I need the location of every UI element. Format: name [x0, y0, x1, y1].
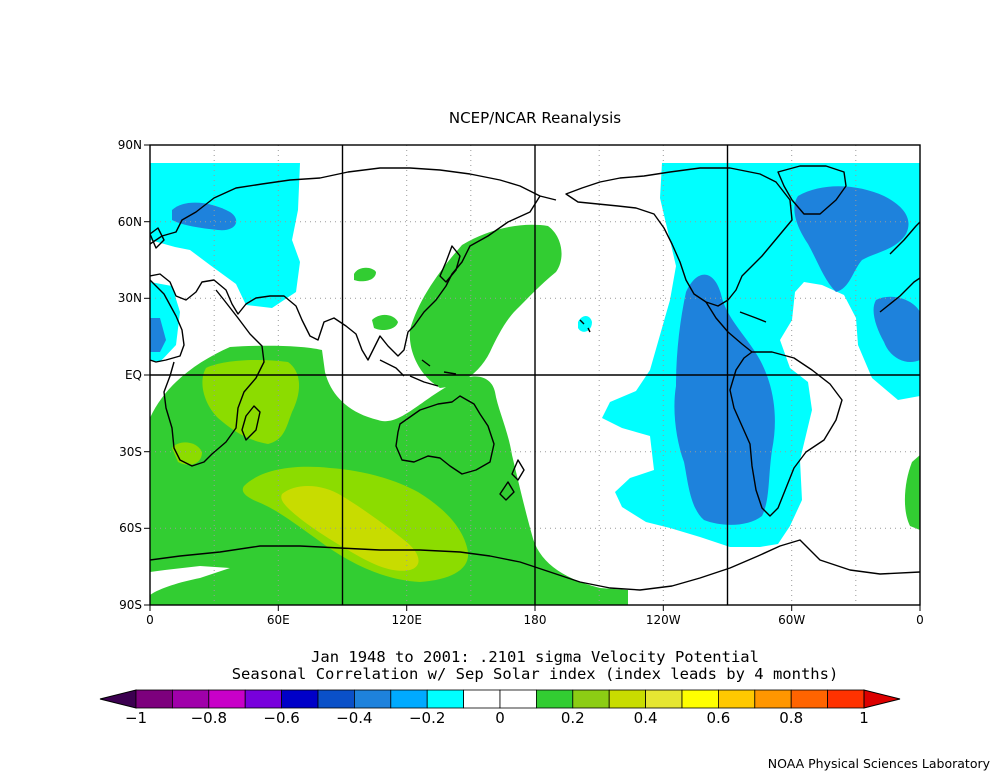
lime-region-africa [202, 360, 300, 444]
colorbar-tick-label: 0.4 [634, 709, 658, 727]
coastline-new-zealand [499, 459, 525, 501]
colorbar-swatch [135, 689, 173, 709]
coastline-japan [439, 245, 461, 283]
colorbar-tick-label: 0.2 [561, 709, 585, 727]
blue-region-south-america [674, 274, 775, 525]
colorbar-swatch [390, 689, 428, 709]
colorbar-tick-label: 0.8 [779, 709, 803, 727]
colorbar-swatch [827, 689, 865, 709]
credit-text: NOAA Physical Sciences Laboratory [768, 756, 991, 771]
map-panel [150, 145, 920, 605]
coastline-uk [150, 227, 165, 249]
colorbar-max-arrow [863, 689, 901, 709]
green-region-west-pacific [409, 224, 562, 388]
coastline-africa [150, 279, 265, 467]
colorbar-tick-label: 0.6 [706, 709, 730, 727]
coastline-se-asia-islands [379, 359, 457, 387]
coastline-europe-west [879, 221, 920, 313]
lat-label-60s: 60S [119, 521, 142, 535]
coastline-antarctica [150, 539, 920, 591]
lon-label-60w: 60W [778, 613, 805, 627]
green-region-southeast-asia-spot [372, 314, 398, 330]
colorbar-tick-label: 1 [859, 709, 869, 727]
colorbar-swatch [317, 689, 355, 709]
colorbar-swatch [499, 689, 537, 709]
lon-label-180: 180 [524, 613, 547, 627]
colorbar-tick-label: −1 [125, 709, 147, 727]
latitude-labels: 90N 60N 30N EQ 30S 60S 90S [118, 138, 142, 612]
colorbar-swatch [208, 689, 246, 709]
colorbar [99, 689, 901, 709]
colorbar-tick-label: 0 [495, 709, 505, 727]
lat-label-90s: 90S [119, 598, 142, 612]
axis-ticks [144, 144, 921, 611]
lat-label-eq: EQ [125, 368, 142, 382]
lon-label-60e: 60E [267, 613, 290, 627]
colorbar-swatch [244, 689, 282, 709]
colorbar-swatch [681, 689, 719, 709]
coastline-north-america [565, 167, 793, 307]
colorbar-swatch [353, 689, 392, 709]
major-grid [150, 145, 920, 605]
colorbar-labels: −1 −0.8 −0.6 −0.4 −0.2 0 0.2 0.4 0.6 0.8 1 [125, 709, 869, 727]
blue-region-east-atlantic [873, 296, 920, 362]
caption-line-2: Seasonal Correlation w/ Sep Solar index … [232, 665, 839, 683]
colorbar-swatch [572, 689, 610, 709]
colorbar-swatch [754, 689, 792, 709]
colorbar-swatch [281, 689, 319, 709]
colorbar-swatch [426, 689, 465, 709]
colorbar-swatch [608, 689, 647, 709]
lon-label-0: 0 [146, 613, 154, 627]
map-title: NCEP/NCAR Reanalysis [449, 109, 621, 127]
lon-label-0-east: 0 [916, 613, 924, 627]
colorbar-swatch [645, 689, 683, 709]
colorbar-tick-label: −0.2 [409, 709, 445, 727]
coastline-australia [395, 395, 495, 475]
lon-label-120w: 120W [646, 613, 681, 627]
lat-label-60n: 60N [118, 215, 142, 229]
caption-line-1: Jan 1948 to 2001: .2101 sigma Velocity P… [311, 648, 759, 666]
cyan-region-arctic-atlantic [150, 163, 300, 308]
blue-region-north-atlantic [794, 186, 909, 292]
lat-label-90n: 90N [118, 138, 142, 152]
colorbar-tick-label: −0.6 [263, 709, 299, 727]
blue-region-west-africa [150, 318, 166, 352]
colorbar-min-arrow [99, 689, 137, 709]
blue-region-scandinavia [172, 202, 237, 231]
green-region-china-spot [354, 267, 376, 282]
colorbar-swatch [463, 689, 501, 709]
colorbar-swatch [718, 689, 756, 709]
colorbar-swatch [536, 689, 574, 709]
coastline-madagascar [241, 405, 261, 441]
green-region-southeast-atlantic-edge [904, 455, 920, 530]
lat-label-30n: 30N [118, 291, 142, 305]
colorbar-tick-label: −0.8 [191, 709, 227, 727]
colorbar-tick-label: −0.4 [336, 709, 372, 727]
strong-negative-regions [150, 186, 920, 525]
colorbar-swatch [790, 689, 829, 709]
lon-label-120e: 120E [391, 613, 422, 627]
coastline-hawaii [579, 319, 591, 333]
coastline-eurasia [150, 167, 557, 361]
colorbar-swatch [171, 689, 210, 709]
coastlines [150, 165, 920, 591]
lat-label-30s: 30S [119, 445, 142, 459]
longitude-labels: 0 60E 120E 180 120W 60W 0 [146, 613, 924, 627]
coastline-greenland [777, 165, 847, 215]
coastline-south-america [729, 351, 843, 517]
